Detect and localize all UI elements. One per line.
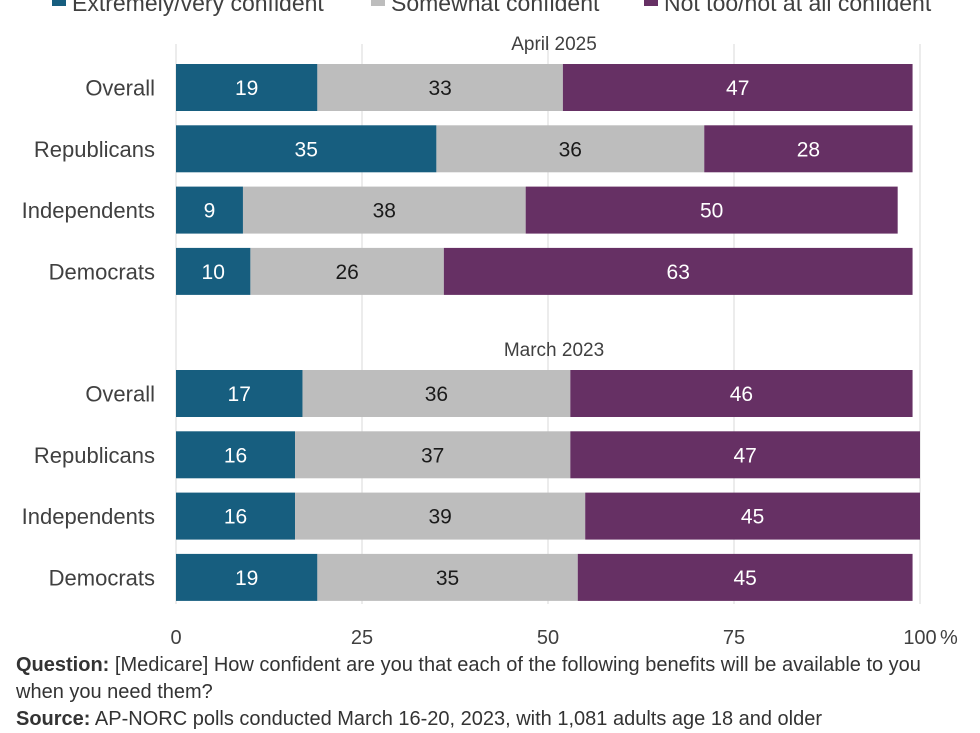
category-label: Democrats bbox=[49, 565, 155, 590]
bar-segment-not_too bbox=[585, 492, 920, 540]
bar-segment-somewhat bbox=[317, 64, 563, 111]
x-tick-label: 0 bbox=[170, 627, 181, 649]
data-label: 19 bbox=[235, 567, 258, 590]
data-label: 16 bbox=[224, 444, 247, 467]
bar-segment-not_too bbox=[570, 431, 920, 479]
data-label: 45 bbox=[741, 506, 764, 529]
data-label: 47 bbox=[726, 77, 749, 100]
bar-segment-somewhat bbox=[250, 247, 444, 295]
data-label: 46 bbox=[730, 383, 753, 406]
data-label: 35 bbox=[295, 138, 318, 161]
data-label: 37 bbox=[421, 444, 444, 467]
x-tick-label: 75 bbox=[723, 627, 745, 649]
legend-label-not_too: Not too/not at all confident bbox=[664, 0, 932, 16]
bar-segment-somewhat bbox=[436, 125, 705, 173]
data-label: 38 bbox=[373, 200, 396, 223]
question-label: Question: bbox=[16, 654, 110, 676]
panel-0: April 2025 Overall 19 33 47 Republicans 35 36 28… bbox=[22, 34, 913, 295]
category-label: Democrats bbox=[49, 259, 155, 284]
bar-segment-not_too bbox=[562, 64, 913, 111]
data-label: 39 bbox=[428, 506, 451, 529]
bar-segment-not_too bbox=[443, 247, 913, 295]
bar-segment-somewhat bbox=[242, 186, 526, 234]
category-label: Overall bbox=[85, 76, 155, 101]
data-label: 36 bbox=[559, 138, 582, 161]
question-note: Question: [Medicare] How confident are y… bbox=[16, 652, 966, 706]
data-label: 17 bbox=[228, 383, 251, 406]
bar-segment-extremely_very bbox=[176, 553, 318, 601]
data-label: 10 bbox=[202, 261, 225, 284]
data-label: 19 bbox=[235, 77, 258, 100]
bar-segment-not_too bbox=[704, 125, 913, 173]
bar-segment-somewhat bbox=[302, 370, 571, 417]
panel-title: April 2025 bbox=[511, 34, 597, 55]
source-label: Source: bbox=[16, 708, 91, 730]
category-label: Republicans bbox=[34, 443, 155, 468]
legend-label-extremely_very: Extremely/very confident bbox=[72, 0, 324, 16]
category-label: Independents bbox=[22, 198, 155, 223]
category-label: Independents bbox=[22, 504, 155, 529]
x-tick-label: 50 bbox=[537, 627, 559, 649]
legend-label-somewhat: Somewhat confident bbox=[391, 0, 600, 16]
data-label: 28 bbox=[797, 138, 820, 161]
data-label: 35 bbox=[436, 567, 459, 590]
data-label: 36 bbox=[425, 383, 448, 406]
category-label: Republicans bbox=[34, 137, 155, 162]
category-label: Overall bbox=[85, 382, 155, 407]
bar-segment-not_too bbox=[570, 370, 913, 417]
bar-segment-not_too bbox=[577, 553, 913, 601]
bar-segment-extremely_very bbox=[176, 492, 296, 540]
bar-segment-extremely_very bbox=[176, 431, 296, 479]
bar-segment-extremely_very bbox=[176, 186, 243, 234]
x-tick-label: 100 bbox=[903, 627, 936, 649]
bar-segment-somewhat bbox=[295, 431, 571, 479]
data-label: 26 bbox=[335, 261, 358, 284]
data-label: 9 bbox=[204, 200, 216, 223]
bar-segment-extremely_very bbox=[176, 125, 437, 173]
panel-title: March 2023 bbox=[504, 340, 604, 361]
data-label: 47 bbox=[733, 444, 756, 467]
bar-segment-extremely_very bbox=[176, 64, 318, 111]
legend-swatch-not_too bbox=[644, 0, 658, 6]
bar-segment-somewhat bbox=[317, 553, 578, 601]
chart-footer: Question: [Medicare] How confident are y… bbox=[16, 652, 966, 733]
x-axis-unit: % bbox=[940, 627, 958, 649]
question-text: [Medicare] How confident are you that ea… bbox=[16, 654, 921, 703]
x-axis: 0 25 50 75 100% bbox=[170, 627, 958, 649]
source-text: AP-NORC polls conducted March 16-20, 202… bbox=[90, 708, 823, 730]
data-label: 33 bbox=[428, 77, 451, 100]
bar-segment-extremely_very bbox=[176, 370, 303, 417]
legend-swatch-somewhat bbox=[371, 0, 385, 6]
stacked-bar-chart: Extremely/very confident Somewhat confide… bbox=[22, 0, 958, 649]
bar-segment-somewhat bbox=[295, 492, 586, 540]
chart-legend: Extremely/very confident Somewhat confide… bbox=[52, 0, 932, 16]
bar-segment-extremely_very bbox=[176, 247, 251, 295]
legend-swatch-extremely_very bbox=[52, 0, 66, 6]
data-label: 16 bbox=[224, 506, 247, 529]
data-label: 50 bbox=[700, 200, 723, 223]
data-label: 63 bbox=[667, 261, 690, 284]
bar-segment-not_too bbox=[525, 186, 898, 234]
data-label: 45 bbox=[733, 567, 756, 590]
chart-panels: April 2025 Overall 19 33 47 Republicans 35 36 28… bbox=[22, 34, 920, 601]
x-tick-label: 25 bbox=[351, 627, 373, 649]
panel-1: March 2023 Overall 17 36 46 Republicans 16 37 47… bbox=[22, 340, 920, 601]
